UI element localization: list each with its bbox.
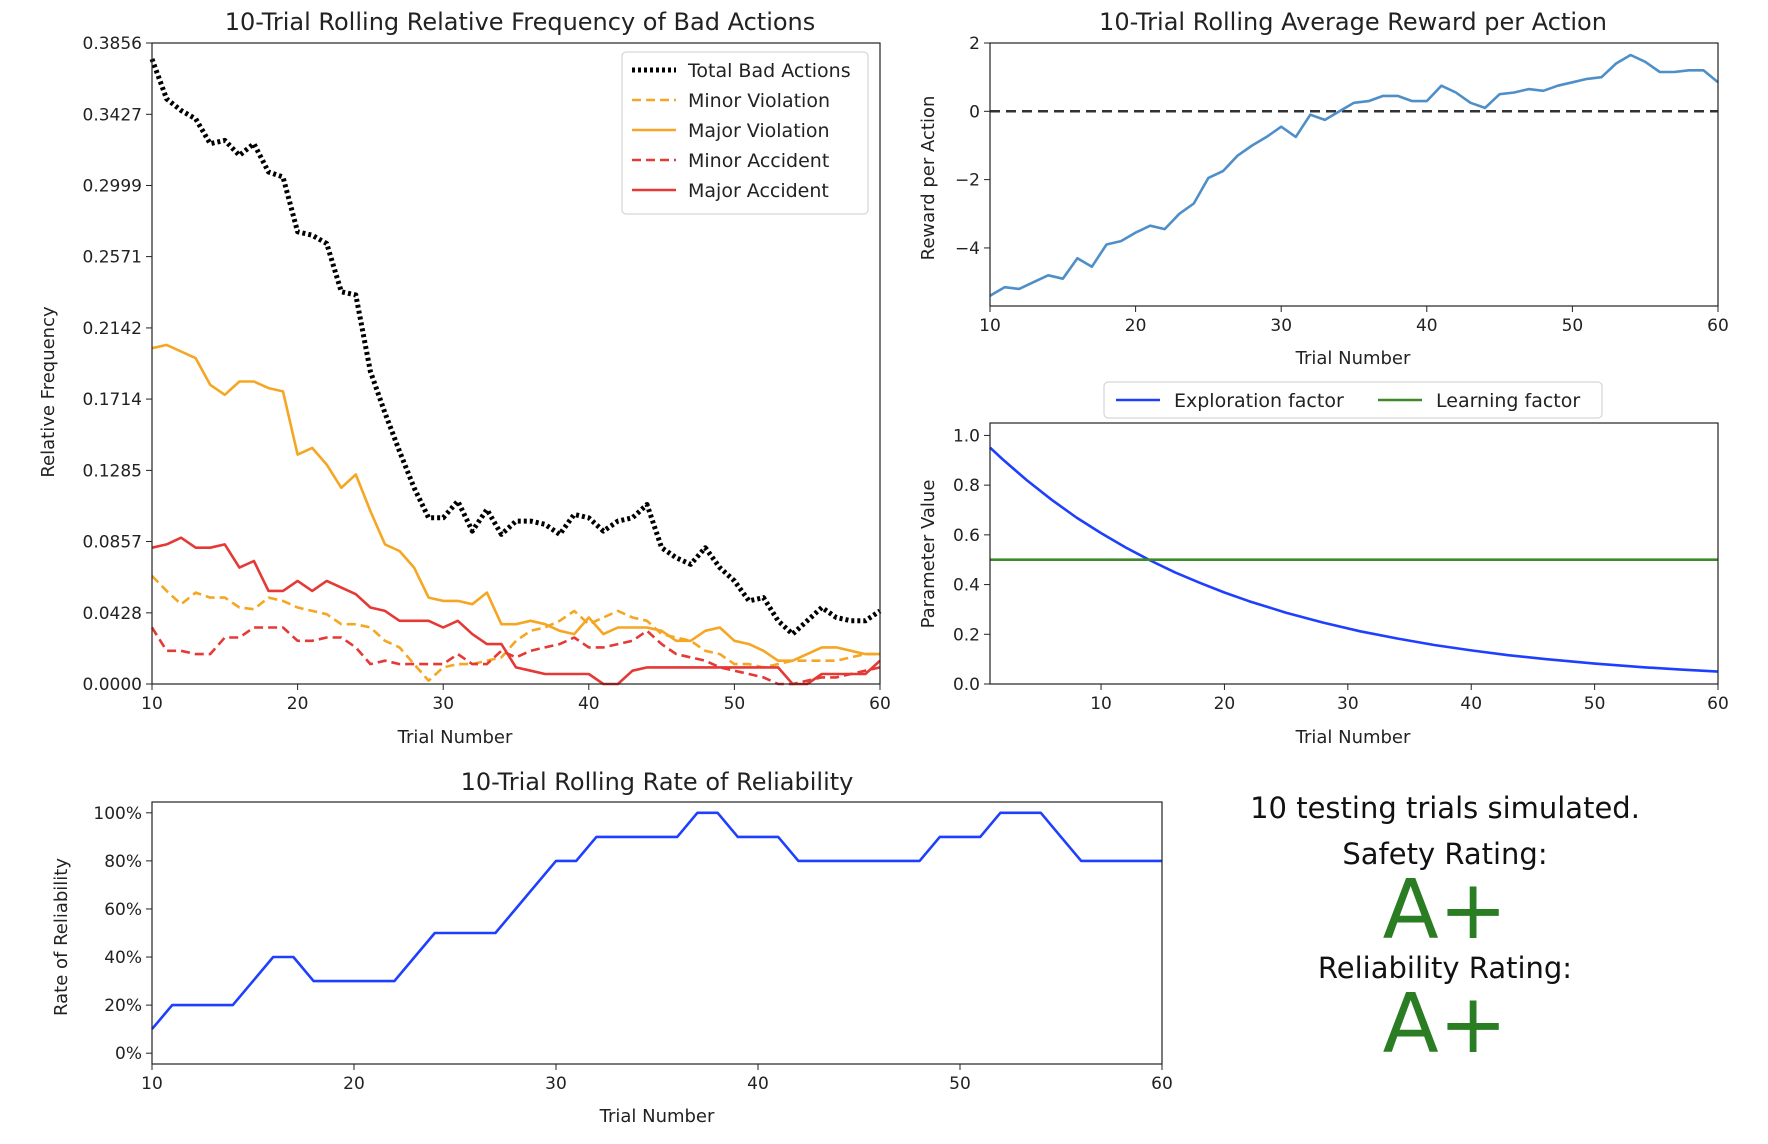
bad-xtick-label: 10 (141, 694, 163, 714)
reward-xtick-label: 60 (1707, 316, 1729, 336)
rel-xtick-label: 50 (949, 1074, 971, 1094)
reliability-frame (151, 801, 1163, 1065)
params-ytick-label: 0.4 (953, 576, 980, 596)
params-xtick-label: 60 (1707, 694, 1729, 714)
reliability-rating-label: Reliability Rating: (1317, 951, 1573, 985)
bad-series-major-accident (151, 536, 881, 686)
rel-ytick-label: 40% (104, 948, 142, 968)
legend-label: Major Violation (688, 120, 830, 142)
parameters-legend: Exploration factor Learning factor (1103, 381, 1603, 419)
reliability-xlabel: Trial Number (599, 1106, 715, 1127)
rel-xtick-label: 30 (545, 1074, 567, 1094)
bad-actions-legend: Total Bad Actions Minor Violation Major Vi… (621, 51, 869, 215)
bad-ytick-label: 0.0857 (83, 533, 142, 553)
parameters-legend-box (1103, 381, 1603, 419)
bad-actions-legend-box (621, 51, 869, 215)
bad-xtick-label: 50 (724, 694, 746, 714)
reward-title: 10-Trial Rolling Average Reward per Acti… (1099, 8, 1607, 36)
bad-actions-chart: 10-Trial Rolling Relative Frequency of B… (38, 8, 891, 748)
rel-xtick-label: 10 (141, 1074, 163, 1094)
bad-series-major-violation (151, 343, 880, 663)
reward-frame (989, 42, 1719, 307)
parameters-chart: Trial Number Parameter Value 10 20 30 40 50 6… (918, 381, 1729, 748)
safety-rating-grade: A+ (1382, 863, 1508, 958)
params-series-exploration-factor (989, 446, 1719, 673)
params-xtick-label: 20 (1214, 694, 1236, 714)
params-xtick-label: 40 (1460, 694, 1482, 714)
bad-actions-title: 10-Trial Rolling Relative Frequency of B… (225, 8, 816, 36)
reliability-title: 10-Trial Rolling Rate of Reliability (461, 768, 854, 796)
rel-ytick-label: 20% (104, 996, 142, 1016)
rel-xtick-label: 20 (343, 1074, 365, 1094)
reward-ytick-label: −2 (955, 171, 980, 191)
legend-label: Exploration factor (1174, 390, 1344, 412)
bad-ytick-label: 0.0428 (83, 604, 142, 624)
reliability-chart: 10-Trial Rolling Rate of Reliability Tri… (51, 768, 1173, 1127)
rel-ytick-label: 80% (104, 852, 142, 872)
reward-xtick-label: 30 (1270, 316, 1292, 336)
bad-ytick-label: 0.2571 (83, 248, 142, 268)
params-ytick-label: 0.0 (953, 675, 980, 695)
rel-xtick-label: 60 (1151, 1074, 1173, 1094)
params-xtick-label: 30 (1337, 694, 1359, 714)
bad-series-minor-accident (150, 626, 881, 686)
rel-series-reliability (151, 811, 1162, 1030)
reward-ytick-label: 0 (969, 102, 980, 122)
reward-xtick-label: 50 (1562, 316, 1584, 336)
bad-actions-frame (151, 42, 881, 685)
params-ytick-label: 0.2 (953, 625, 980, 645)
reward-series-reward-per-action (989, 53, 1719, 297)
bad-ytick-label: 0.3856 (83, 34, 142, 54)
bad-xtick-label: 20 (287, 694, 309, 714)
reward-xtick-label: 40 (1416, 316, 1438, 336)
bad-actions-ylabel: Relative Frequency (38, 306, 59, 478)
reliability-ylabel: Rate of Reliability (51, 858, 72, 1016)
params-ytick-label: 0.6 (953, 526, 980, 546)
rel-ytick-label: 100% (93, 804, 142, 824)
parameters-xlabel: Trial Number (1295, 727, 1411, 748)
bad-xtick-label: 30 (432, 694, 454, 714)
safety-rating-label: Safety Rating: (1342, 837, 1548, 871)
rel-ytick-label: 60% (104, 900, 142, 920)
bad-ytick-label: 0.2142 (83, 319, 142, 339)
rel-xtick-label: 40 (747, 1074, 769, 1094)
legend-label: Major Accident (688, 180, 829, 202)
ratings-summary: 10 testing trials simulated. Safety Rati… (1220, 790, 1670, 1072)
params-ytick-label: 1.0 (953, 426, 980, 446)
bad-xtick-label: 40 (578, 694, 600, 714)
reward-xtick-label: 10 (979, 316, 1001, 336)
reward-xlabel: Trial Number (1295, 348, 1411, 369)
reward-ylabel: Reward per Action (918, 96, 939, 261)
bad-ytick-label: 0.1285 (83, 461, 142, 481)
reward-ytick-label: −4 (955, 239, 980, 259)
bad-series-total-bad-actions (149, 58, 882, 637)
legend-label: Total Bad Actions (687, 60, 851, 82)
reliability-rating-grade: A+ (1382, 977, 1508, 1072)
legend-label: Learning factor (1436, 390, 1580, 412)
rel-ytick-label: 0% (115, 1044, 142, 1064)
bad-xtick-label: 60 (869, 694, 891, 714)
trials-simulated-text: 10 testing trials simulated. (1250, 791, 1640, 825)
bad-ytick-label: 0.0000 (83, 675, 142, 695)
reward-xtick-label: 20 (1125, 316, 1147, 336)
params-ytick-label: 0.8 (953, 476, 980, 496)
params-xtick-label: 50 (1584, 694, 1606, 714)
legend-label: Minor Accident (688, 150, 829, 172)
reward-chart: 10-Trial Rolling Average Reward per Acti… (918, 8, 1729, 369)
parameters-frame (989, 422, 1719, 685)
bad-ytick-label: 0.1714 (83, 390, 142, 410)
bad-actions-xlabel: Trial Number (397, 727, 513, 748)
bad-ytick-label: 0.2999 (83, 176, 142, 196)
bad-ytick-label: 0.3427 (83, 105, 142, 125)
parameters-ylabel: Parameter Value (918, 480, 939, 629)
reward-ytick-label: 2 (969, 34, 980, 54)
params-xtick-label: 10 (1090, 694, 1112, 714)
legend-label: Minor Violation (688, 90, 830, 112)
